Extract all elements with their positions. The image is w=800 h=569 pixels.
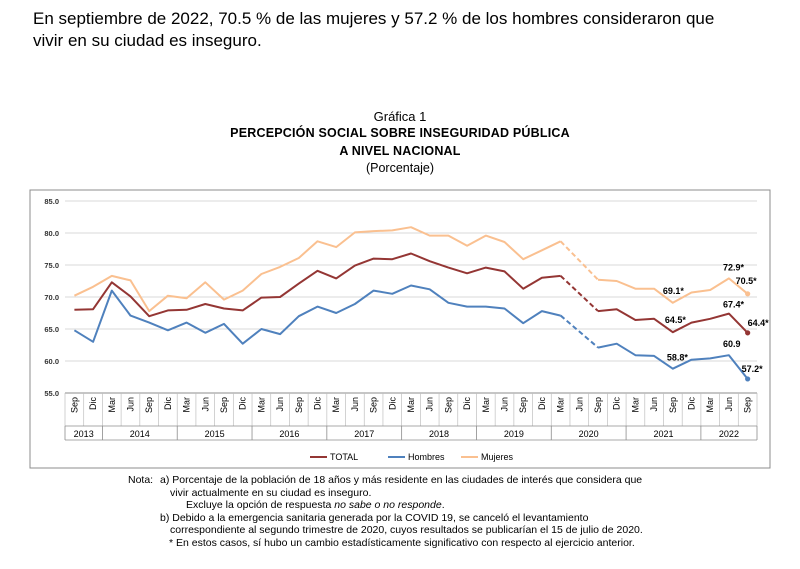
series-end-marker-mujeres: [745, 291, 751, 297]
x-tick-label: Dic: [687, 397, 697, 410]
x-tick-label: Dic: [387, 397, 397, 410]
line-chart: 85.0 80.0 75.0 70.0 65.0 60.0 55.0 Sep Dic Mar Jun…: [29, 189, 771, 469]
data-label: 64.4*: [748, 318, 770, 328]
chart-frame: [29, 189, 771, 469]
series-line-hombres: [597, 342, 749, 380]
y-tick-label: 85.0: [44, 197, 59, 206]
year-label: 2016: [279, 429, 299, 439]
series-line-hombres: [73, 284, 561, 345]
note-a-exclusion-pre: Excluye la opción de respuesta: [186, 499, 335, 511]
x-tick-label: Sep: [69, 397, 79, 413]
legend-label-mujeres: Mujeres: [481, 452, 514, 462]
x-tick-label: Sep: [518, 397, 528, 413]
note-a-line-1: a) Porcentaje de la población de 18 años…: [160, 474, 643, 486]
legend-label-hombres: Hombres: [408, 452, 445, 462]
series-gap-hombres: [559, 314, 599, 349]
year-label: 2018: [429, 429, 449, 439]
note-b-line-1: b) Debido a la emergencia sanitaria gene…: [160, 511, 589, 524]
x-tick-label: Dic: [88, 397, 98, 410]
x-tick-label: Dic: [163, 397, 173, 410]
y-tick-label: 70.0: [44, 293, 59, 302]
year-label: 2019: [504, 429, 524, 439]
note-a-exclusion-post: .: [441, 499, 445, 511]
x-tick-label: Mar: [182, 397, 192, 413]
data-label: 72.9*: [723, 262, 745, 272]
y-tick-label: 65.0: [44, 325, 59, 334]
legend-label-total: TOTAL: [330, 452, 358, 462]
notes-prefix: Nota:: [128, 474, 154, 486]
year-label: 2014: [130, 429, 150, 439]
intro-line-2: vivir en su ciudad es inseguro.: [33, 31, 262, 50]
data-label: 58.8*: [667, 353, 689, 363]
x-tick-label: Dic: [238, 397, 248, 410]
x-tick-label: Mar: [481, 397, 491, 413]
x-tick-label: Dic: [537, 397, 547, 410]
y-tick-label: 75.0: [44, 261, 59, 270]
year-label: 2017: [354, 429, 374, 439]
intro-line-1: En septiembre de 2022, 70.5 % de las muj…: [33, 9, 715, 28]
series-end-marker-total: [745, 330, 751, 336]
data-label: 67.4*: [723, 300, 745, 310]
y-tick-label: 55.0: [44, 389, 59, 398]
x-tick-label: Sep: [294, 397, 304, 413]
x-tick-label: Sep: [219, 397, 229, 413]
x-tick-label: Dic: [462, 397, 472, 410]
y-tick-label: 60.0: [44, 357, 59, 366]
x-tick-label: Mar: [556, 397, 566, 413]
year-label: 2021: [653, 429, 673, 439]
series-line-mujeres: [73, 226, 562, 313]
year-label: 2020: [579, 429, 599, 439]
chart-notes: Nota: a) Porcentaje de la población de 1…: [128, 474, 768, 549]
chart-subtitle: (Porcentaje): [365, 161, 435, 175]
x-tick-label: Jun: [500, 397, 510, 412]
x-tick-label: Jun: [350, 397, 360, 412]
note-a-exclusion-emphasis: no sabe o no responde: [334, 499, 442, 511]
data-label: 69.1*: [663, 286, 685, 296]
series-gap-mujeres: [559, 240, 599, 281]
x-tick-label: Sep: [369, 397, 379, 413]
data-label: 70.5*: [736, 276, 758, 286]
x-tick-label: Sep: [668, 397, 678, 413]
x-tick-label: Jun: [649, 397, 659, 412]
y-tick-label: 80.0: [44, 229, 59, 238]
note-significance: * En estos casos, sí hubo un cambio esta…: [169, 536, 635, 549]
series-end-marker-hombres: [745, 376, 751, 382]
series-line-mujeres: [597, 277, 749, 304]
data-label: 57.2*: [742, 364, 764, 374]
year-label: 2022: [719, 429, 739, 439]
intro-text: En septiembre de 2022, 70.5 % de las muj…: [33, 8, 773, 52]
data-label: 64.5*: [665, 315, 687, 325]
year-label: 2013: [74, 429, 94, 439]
x-tick-label: Mar: [107, 397, 117, 413]
x-tick-label: Jun: [200, 397, 210, 412]
x-tick-label: Dic: [312, 397, 322, 410]
x-tick-label: Mar: [705, 397, 715, 413]
chart-title-line-2: A NIVEL NACIONAL: [339, 144, 461, 158]
x-tick-label: Dic: [612, 397, 622, 410]
note-a-line-2: vivir actualmente en su ciudad es insegu…: [170, 486, 372, 499]
chart-title-line-1: PERCEPCIÓN SOCIAL SOBRE INSEGURIDAD PÚBL…: [230, 126, 570, 140]
data-label: 60.9: [723, 339, 741, 349]
figure-label: Gráfica 1: [373, 109, 427, 124]
note-b-line-2: correspondiente al segundo trimestre de …: [170, 524, 643, 536]
series-line-total: [597, 308, 749, 334]
x-tick-label: Jun: [275, 397, 285, 412]
x-tick-label: Jun: [125, 397, 135, 412]
x-tick-label: Mar: [630, 397, 640, 413]
x-tick-label: Sep: [743, 397, 753, 413]
note-a-exclusion: Excluye la opción de respuesta no sabe o…: [128, 499, 768, 512]
x-tick-label: Sep: [593, 397, 603, 413]
x-tick-label: Mar: [256, 397, 266, 413]
series-gap-total: [559, 275, 599, 312]
x-tick-label: Mar: [331, 397, 341, 413]
year-label: 2015: [205, 429, 225, 439]
x-tick-label: Jun: [724, 397, 734, 412]
x-tick-label: Sep: [443, 397, 453, 413]
x-tick-label: Sep: [144, 397, 154, 413]
x-tick-label: Mar: [406, 397, 416, 413]
series-line-total: [74, 252, 561, 318]
x-tick-label: Jun: [425, 397, 435, 412]
x-tick-label: Jun: [574, 397, 584, 412]
